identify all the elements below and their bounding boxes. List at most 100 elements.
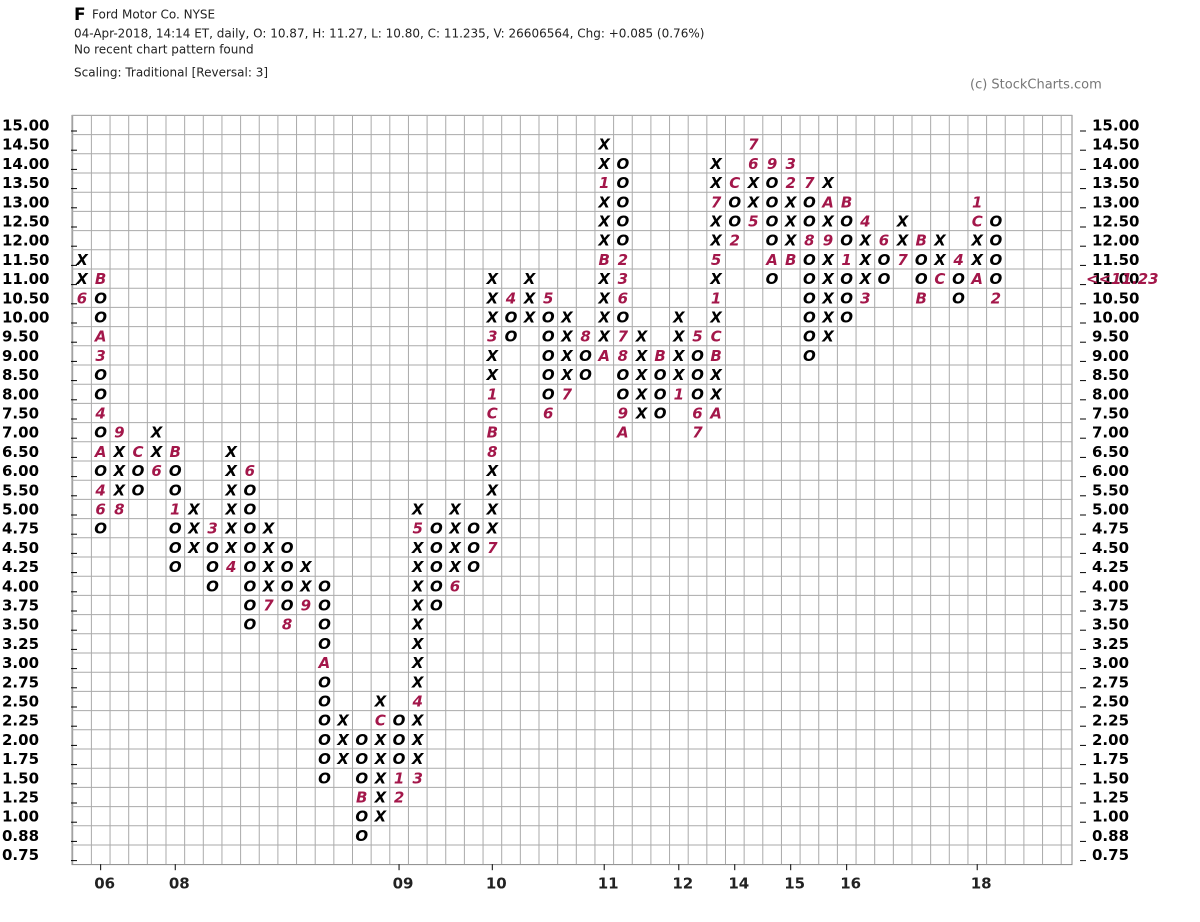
month-marker: A bbox=[318, 654, 331, 672]
box-symbol: O bbox=[952, 289, 965, 307]
month-marker: 9 bbox=[823, 232, 833, 250]
y2-tick-label: 14.50 bbox=[1092, 136, 1139, 154]
y2-tick-label: 9.00 bbox=[1092, 347, 1129, 365]
box-symbol: O bbox=[355, 808, 368, 826]
box-symbol: O bbox=[355, 769, 368, 787]
box-symbol: O bbox=[840, 289, 853, 307]
month-marker: 5 bbox=[711, 251, 721, 269]
box-symbol: X bbox=[970, 232, 984, 250]
box-symbol: X bbox=[336, 712, 350, 730]
box-symbol: O bbox=[542, 309, 555, 327]
month-marker: 1 bbox=[711, 289, 721, 307]
box-symbol: O bbox=[132, 462, 145, 480]
box-symbol: O bbox=[169, 539, 182, 557]
box-symbol: X bbox=[597, 155, 611, 173]
box-symbol: O bbox=[654, 405, 667, 423]
x-tick-label: 16 bbox=[840, 875, 861, 893]
box-symbol: O bbox=[878, 251, 891, 269]
box-symbol: O bbox=[691, 385, 704, 403]
box-symbol: X bbox=[448, 501, 462, 519]
box-symbol: O bbox=[132, 481, 145, 499]
box-symbol: X bbox=[336, 731, 350, 749]
y2-tick-label: 12.00 bbox=[1092, 232, 1139, 250]
month-marker: B bbox=[95, 270, 106, 288]
month-marker: 6 bbox=[748, 155, 758, 173]
box-symbol: O bbox=[505, 328, 518, 346]
box-symbol: O bbox=[281, 597, 294, 615]
y2-tick-label: 10.50 bbox=[1092, 289, 1139, 307]
y-tick-label: 8.50 bbox=[2, 366, 39, 384]
box-symbol: O bbox=[430, 558, 443, 576]
month-marker: B bbox=[785, 251, 796, 269]
box-symbol: O bbox=[243, 481, 256, 499]
box-symbol: O bbox=[94, 309, 107, 327]
box-symbol: X bbox=[150, 424, 164, 442]
box-symbol: X bbox=[784, 232, 798, 250]
y-tick-label: 2.50 bbox=[2, 693, 39, 711]
month-marker: 8 bbox=[114, 501, 124, 519]
box-symbol: X bbox=[635, 385, 649, 403]
box-symbol: O bbox=[766, 213, 779, 231]
box-symbol: O bbox=[766, 193, 779, 211]
month-marker: 6 bbox=[543, 405, 553, 423]
box-symbol: O bbox=[355, 731, 368, 749]
box-symbol: X bbox=[523, 270, 537, 288]
box-symbol: O bbox=[654, 385, 667, 403]
month-marker: 3 bbox=[618, 270, 628, 288]
box-symbol: X bbox=[784, 213, 798, 231]
box-symbol: X bbox=[597, 289, 611, 307]
y-tick-label: 1.50 bbox=[2, 769, 39, 787]
box-symbol: O bbox=[505, 309, 518, 327]
y2-tick-label: 13.00 bbox=[1092, 193, 1139, 211]
box-symbol: O bbox=[355, 827, 368, 845]
x-tick-label: 15 bbox=[784, 875, 805, 893]
x-tick-label: 14 bbox=[728, 875, 749, 893]
box-symbol: X bbox=[224, 443, 238, 461]
symbol: F bbox=[74, 5, 86, 25]
y-tick-label: 5.50 bbox=[2, 481, 39, 499]
month-marker: A bbox=[765, 251, 778, 269]
box-symbol: X bbox=[635, 366, 649, 384]
box-symbol: O bbox=[281, 577, 294, 595]
month-marker: 2 bbox=[991, 289, 1001, 307]
box-symbol: X bbox=[374, 808, 388, 826]
box-symbol: X bbox=[448, 558, 462, 576]
box-symbol: X bbox=[411, 597, 425, 615]
box-symbol: O bbox=[243, 616, 256, 634]
month-marker: A bbox=[616, 424, 629, 442]
month-marker: 2 bbox=[730, 232, 740, 250]
box-symbol: O bbox=[318, 673, 331, 691]
month-marker: 7 bbox=[897, 251, 908, 269]
box-symbol: X bbox=[374, 693, 388, 711]
box-symbol: O bbox=[318, 693, 331, 711]
box-symbol: X bbox=[113, 462, 127, 480]
box-symbol: O bbox=[989, 213, 1002, 231]
month-marker: 4 bbox=[505, 289, 516, 307]
box-symbol: O bbox=[467, 520, 480, 538]
y-tick-label: 2.75 bbox=[2, 673, 39, 691]
month-marker: B bbox=[916, 232, 927, 250]
y2-tick-label: 0.88 bbox=[1092, 827, 1129, 845]
box-symbol: X bbox=[75, 251, 89, 269]
box-symbol: X bbox=[821, 174, 835, 192]
box-symbol: O bbox=[654, 366, 667, 384]
box-symbol: O bbox=[766, 270, 779, 288]
y-tick-label: 13.50 bbox=[2, 174, 49, 192]
month-marker: 6 bbox=[692, 405, 702, 423]
box-symbol: X bbox=[523, 289, 537, 307]
y-tick-label: 12.50 bbox=[2, 213, 49, 231]
month-marker: 2 bbox=[394, 789, 404, 807]
box-symbol: X bbox=[448, 539, 462, 557]
month-marker: 3 bbox=[860, 289, 870, 307]
box-symbol: O bbox=[579, 347, 592, 365]
copyright: (c) StockCharts.com bbox=[970, 78, 1102, 93]
y2-tick-label: 11.50 bbox=[1092, 251, 1139, 269]
y2-tick-label: 8.00 bbox=[1092, 385, 1129, 403]
box-symbol: X bbox=[896, 213, 910, 231]
month-marker: 6 bbox=[95, 501, 105, 519]
y2-tick-label: 1.00 bbox=[1092, 808, 1129, 826]
month-marker: 1 bbox=[972, 193, 982, 211]
y-tick-label: 4.50 bbox=[2, 539, 39, 557]
month-marker: 2 bbox=[785, 174, 795, 192]
